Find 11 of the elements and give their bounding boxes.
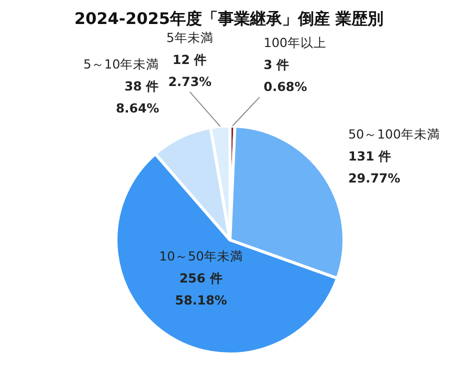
data-label: 131 件 29.77%: [348, 148, 401, 186]
slice-label: 50～100年未満: [348, 126, 440, 142]
data-label: 3 件 0.68%: [264, 57, 308, 94]
data-label: 256 件 58.18%: [175, 270, 228, 308]
data-label: 38 件 8.64%: [116, 78, 160, 116]
chart-title: 2024-2025年度「事業継承」倒産 業歴別: [74, 9, 384, 28]
data-label: 12 件 2.73%: [168, 52, 212, 89]
slice-label: 5年未満: [166, 30, 214, 45]
slice-label: 100年以上: [264, 35, 327, 50]
slice-label: 10～50年未満: [159, 248, 243, 264]
slice-label: 5～10年未満: [83, 56, 160, 72]
